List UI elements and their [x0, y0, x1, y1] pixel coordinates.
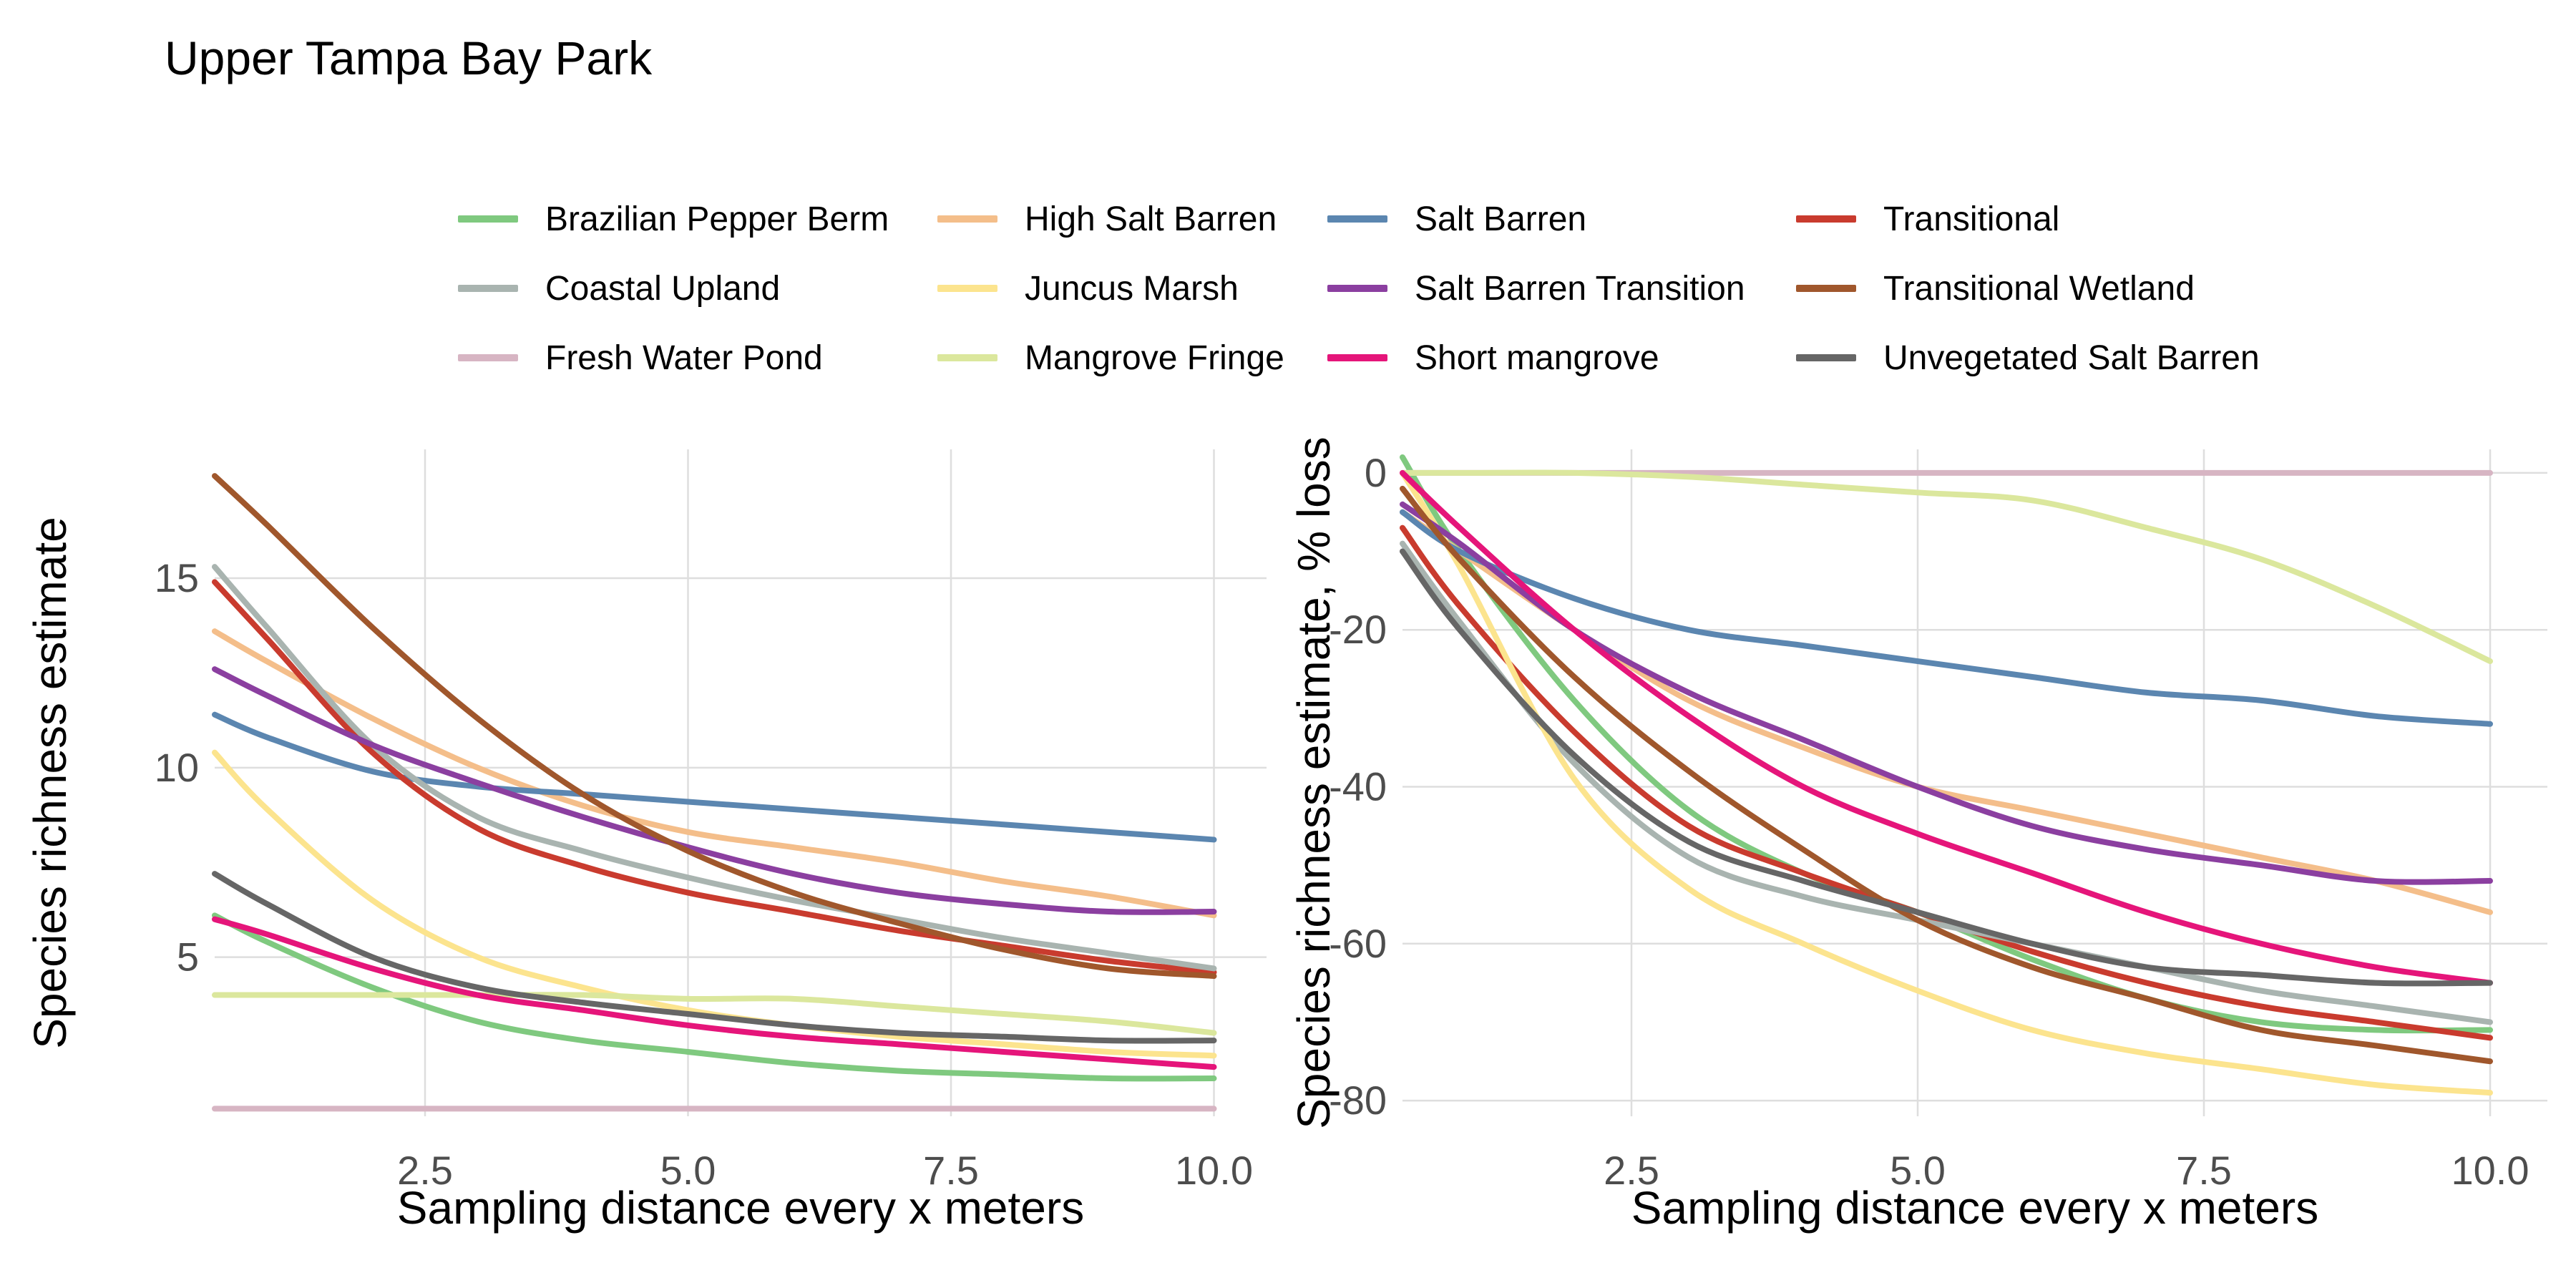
x-tick-label: 10.0: [1175, 1148, 1253, 1193]
legend-label: Unvegetated Salt Barren: [1883, 338, 2260, 377]
legend-key-swatch: [937, 354, 997, 361]
legend-item: Unvegetated Salt Barren: [1796, 323, 2260, 392]
x-axis-title: Sampling distance every x meters: [1631, 1182, 2318, 1234]
legend-label: High Salt Barren: [1025, 200, 1277, 238]
series-line-juncus-marsh: [212, 749, 1217, 1059]
y-tick-label: -80: [1329, 1078, 1387, 1123]
legend-label: Brazilian Pepper Berm: [545, 200, 889, 238]
legend-key-swatch: [1796, 354, 1856, 361]
series-line-salt-barren: [212, 711, 1217, 843]
legend-label: Fresh Water Pond: [545, 338, 823, 377]
legend-label: Coastal Upland: [545, 269, 781, 308]
legend-label: Transitional Wetland: [1883, 269, 2195, 308]
series-line-salt-barren-transition: [212, 666, 1217, 915]
legend-key-swatch: [458, 354, 518, 361]
y-tick-label: -60: [1329, 921, 1387, 966]
legend-key-swatch: [1327, 285, 1387, 292]
chart-title: Upper Tampa Bay Park: [165, 31, 653, 84]
series-line-transitional-wetland: [212, 473, 1217, 980]
x-tick-label: 5.0: [1890, 1148, 1946, 1193]
x-tick-label: 10.0: [2451, 1148, 2529, 1193]
legend-label: Juncus Marsh: [1025, 269, 1239, 308]
series-line-brazilian-pepper-berm: [212, 912, 1217, 1082]
series-line-transitional-wetland: [1400, 485, 2493, 1065]
y-axis-title: Species richness estimate, % loss: [1288, 436, 1340, 1129]
series-line-short-mangrove: [212, 916, 1217, 1070]
legend-item: Salt Barren: [1327, 185, 1586, 253]
legend-item: Brazilian Pepper Berm: [458, 185, 889, 253]
legend-label: Mangrove Fringe: [1025, 338, 1284, 377]
legend-label: Short mangrove: [1415, 338, 1659, 377]
legend: Brazilian Pepper Berm High Salt Barren Sal…: [458, 185, 2390, 377]
series-line-juncus-marsh: [1400, 469, 2493, 1096]
x-tick-label: 2.5: [1604, 1148, 1659, 1193]
legend-label: Transitional: [1883, 200, 2060, 238]
x-tick-label: 7.5: [923, 1148, 979, 1193]
legend-item: Coastal Upland: [458, 254, 780, 323]
legend-key-swatch: [1327, 215, 1387, 223]
series-line-unvegetated-salt-barren: [212, 871, 1217, 1044]
y-tick-label: 10: [155, 745, 199, 790]
x-tick-label: 2.5: [397, 1148, 453, 1193]
series-line-coastal-upland: [212, 564, 1217, 972]
legend-key-swatch: [1796, 215, 1856, 223]
y-tick-label: 0: [1365, 450, 1387, 495]
legend-key-swatch: [458, 285, 518, 292]
right-panel-percent-loss: 2.5 5.0 7.5 10.0 0 -20 -40 -60 -80 Sampling dista…: [1288, 436, 2547, 1234]
y-tick-label: -20: [1329, 607, 1387, 652]
y-tick-label: -40: [1329, 763, 1387, 809]
left-panel-species-richness: 2.5 5.0 7.5 10.0 5 10 15 Sampling distance ever…: [24, 449, 1267, 1234]
legend-key-swatch: [1327, 354, 1387, 361]
legend-label: Salt Barren: [1415, 200, 1587, 238]
legend-item: Short mangrove: [1327, 323, 1659, 392]
series-line-short-mangrove: [1400, 469, 2493, 986]
series-line-unvegetated-salt-barren: [1400, 548, 2493, 987]
legend-item: Mangrove Fringe: [937, 323, 1284, 392]
x-tick-label: 5.0: [660, 1148, 716, 1193]
x-axis-title: Sampling distance every x meters: [397, 1182, 1084, 1234]
y-axis-title: Species richness estimate: [24, 517, 76, 1048]
series-line-coastal-upland: [1400, 540, 2493, 1025]
legend-item: Juncus Marsh: [937, 254, 1239, 323]
y-tick-label: 15: [155, 555, 199, 600]
series-line-mangrove-fringe: [212, 992, 1217, 1036]
legend-key-swatch: [937, 285, 997, 292]
series-line-mangrove-fringe: [1400, 469, 2493, 665]
legend-item: Transitional Wetland: [1796, 254, 2195, 323]
series-line-salt-barren: [1400, 509, 2493, 727]
y-tick-label: 5: [177, 935, 199, 980]
series-line-transitional: [212, 579, 1217, 975]
series-line-transitional: [1400, 525, 2493, 1041]
legend-item: Salt Barren Transition: [1327, 254, 1745, 323]
legend-item: Fresh Water Pond: [458, 323, 823, 392]
legend-key-swatch: [1796, 285, 1856, 292]
legend-key-swatch: [458, 215, 518, 223]
legend-label: Salt Barren Transition: [1415, 269, 1745, 308]
series-line-high-salt-barren: [212, 628, 1217, 919]
x-tick-label: 7.5: [2176, 1148, 2232, 1193]
legend-item: Transitional: [1796, 185, 2059, 253]
legend-item: High Salt Barren: [937, 185, 1277, 253]
legend-key-swatch: [937, 215, 997, 223]
